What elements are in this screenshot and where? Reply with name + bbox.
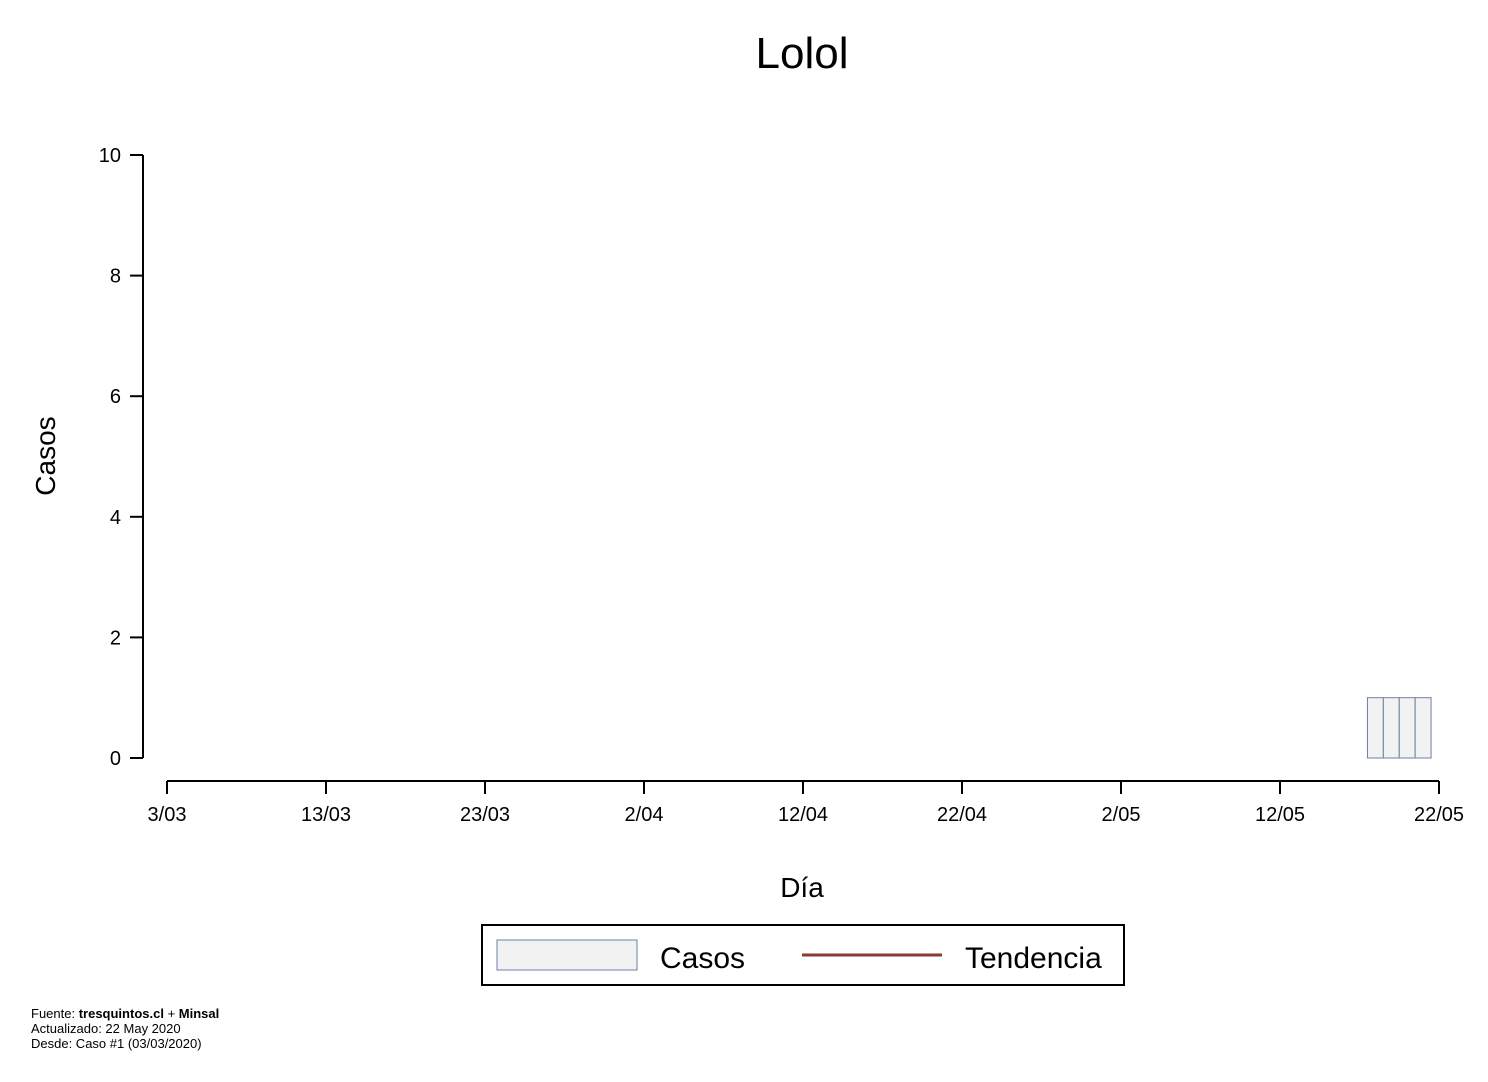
footer-source-2: Minsal <box>178 1006 220 1021</box>
legend-label-tendencia: Tendencia <box>965 942 1102 975</box>
y-axis: 0 2 4 6 8 10 <box>99 145 144 770</box>
footer-since: Desde: Caso #1 (03/03/2020) <box>31 1036 202 1051</box>
footer-source-prefix: Fuente: <box>31 1006 79 1021</box>
x-tick-label: 22/04 <box>937 804 987 826</box>
y-tick-label: 10 <box>99 145 121 167</box>
x-tick-label: 13/03 <box>301 804 351 826</box>
bar-casos <box>1366 697 1384 759</box>
x-tick-label: 22/05 <box>1414 804 1464 826</box>
y-tick-label: 0 <box>110 748 121 770</box>
y-axis-label: Casos <box>30 416 61 495</box>
footer-updated: Actualizado: 22 May 2020 <box>31 1021 181 1036</box>
y-tick-label: 2 <box>110 627 121 649</box>
x-tick-label: 12/05 <box>1255 804 1305 826</box>
bar-casos <box>1414 697 1432 759</box>
y-tick-label: 8 <box>110 266 121 288</box>
footer-source: Fuente: tresquintos.cl + Minsal <box>31 1006 219 1021</box>
x-tick-label: 23/03 <box>460 804 510 826</box>
bars <box>1366 697 1432 759</box>
y-tick-label: 6 <box>110 386 121 408</box>
legend: Casos Tendencia <box>481 924 1125 986</box>
legend-label-casos: Casos <box>660 942 745 975</box>
x-tick-label: 3/03 <box>148 804 187 826</box>
y-tick-label: 4 <box>110 507 121 529</box>
chart-title: Lolol <box>756 29 849 78</box>
x-tick-label: 2/05 <box>1102 804 1141 826</box>
footer-notes: Fuente: tresquintos.cl + Minsal Actualiz… <box>31 1006 219 1051</box>
x-tick-label: 2/04 <box>625 804 664 826</box>
x-tick-label: 12/04 <box>778 804 828 826</box>
legend-swatch-casos <box>496 939 638 971</box>
footer-source-sep: + <box>163 1006 179 1021</box>
bar-casos <box>1398 697 1416 759</box>
x-axis: 3/03 13/03 23/03 2/04 12/04 22/04 2/05 12/05 22/… <box>148 780 1464 826</box>
x-axis-label: Día <box>780 872 824 903</box>
footer-source-1: tresquintos.cl <box>78 1006 164 1021</box>
bar-casos <box>1382 697 1400 759</box>
